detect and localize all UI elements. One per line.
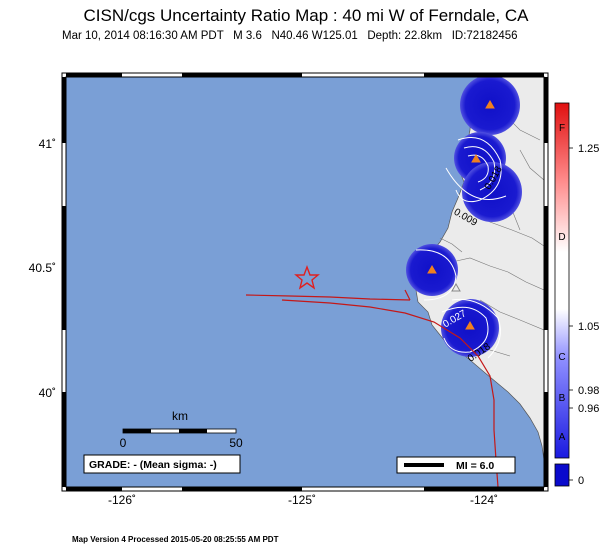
grade-letter: F	[559, 123, 565, 134]
map-title: CISN/cgs Uncertainty Ratio Map : 40 mi W…	[83, 6, 529, 25]
x-tick-label: -126˚	[108, 493, 136, 507]
colorbar-label: 0	[578, 475, 584, 487]
scale-bar: km 0 50	[120, 409, 243, 450]
grade-box: GRADE: - (Mean sigma: -)	[83, 454, 241, 474]
station-markers	[427, 99, 495, 330]
colorbar: 1.25 1.05 0.98 0.96 0 F D C B A	[554, 102, 599, 487]
station-icon	[465, 320, 475, 330]
y-tick-label: 40˚	[39, 386, 56, 400]
station-icon	[427, 264, 437, 274]
colorbar-label: 0.96	[578, 403, 599, 415]
colorbar-label: 1.05	[578, 321, 599, 333]
scale-max: 50	[229, 436, 243, 450]
station-icon	[451, 282, 461, 292]
grade-letter: A	[559, 432, 566, 443]
event-info: Mar 10, 2014 08:16:30 AM PDT M 3.6 N40.4…	[62, 30, 518, 42]
scale-unit: km	[172, 409, 188, 423]
colorbar-label: 0.98	[578, 385, 599, 397]
map-version-footer: Map Version 4 Processed 2015-05-20 08:25…	[72, 535, 279, 544]
x-tick-label: -124˚	[470, 493, 498, 507]
mi-legend-label: MI = 6.0	[456, 460, 494, 472]
map-area: 0.018 0.009 0.027 0.018	[66, 77, 544, 487]
grade-letter: D	[558, 232, 565, 243]
y-tick-label: 41˚	[39, 137, 56, 151]
colorbar-label: 1.25	[578, 143, 599, 155]
mi-legend: MI = 6.0	[396, 456, 516, 474]
grade-letter: B	[559, 393, 566, 404]
epicenter-star-icon	[294, 265, 320, 290]
x-tick-label: -125˚	[288, 493, 316, 507]
station-icon	[485, 99, 495, 109]
map-frame	[61, 72, 549, 492]
uncertainty-contours	[415, 137, 507, 359]
fault-lines	[245, 289, 499, 487]
grade-text: GRADE: - (Mean sigma: -)	[89, 459, 217, 471]
scale-min: 0	[120, 436, 127, 450]
station-icon	[471, 153, 481, 163]
grade-letter: C	[558, 352, 565, 363]
y-tick-label: 40.5˚	[29, 261, 56, 275]
